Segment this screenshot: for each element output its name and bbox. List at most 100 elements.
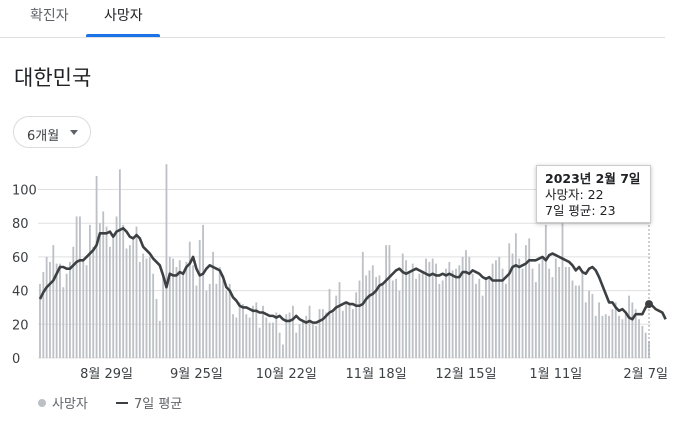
deaths-bar [175, 267, 178, 358]
deaths-bar [591, 293, 594, 358]
deaths-bar [192, 265, 194, 358]
deaths-bar [115, 216, 118, 358]
deaths-bar [521, 268, 524, 358]
deaths-bar [614, 302, 617, 358]
deaths-bar [611, 309, 614, 358]
deaths-bar [348, 304, 351, 358]
deaths-bar [42, 272, 45, 358]
tab-bar: 확진자 사망자 [0, 0, 665, 38]
deaths-bar [95, 176, 98, 358]
deaths-bar [341, 310, 344, 358]
deaths-bar [238, 302, 241, 358]
x-tick-label: 10월 22일 [256, 367, 317, 382]
deaths-bar [82, 260, 85, 358]
deaths-bar [52, 245, 55, 358]
deaths-bar [288, 312, 291, 358]
deaths-bar [152, 273, 155, 358]
deaths-bar [391, 280, 394, 358]
deaths-bar [628, 295, 630, 358]
deaths-bar [338, 282, 341, 358]
deaths-bar [471, 273, 474, 358]
deaths-bar [168, 256, 171, 358]
deaths-bar [508, 243, 511, 358]
deaths-bar [72, 246, 75, 358]
deaths-bar [371, 265, 374, 358]
legend-average: 7일 평균 [116, 393, 182, 412]
deaths-bar [401, 253, 404, 358]
deaths-bar [475, 283, 477, 358]
deaths-bar [634, 309, 637, 358]
deaths-bar [431, 258, 434, 358]
deaths-bar [428, 261, 431, 358]
deaths-bar [215, 283, 218, 358]
time-range-dropdown[interactable]: 6개월 [13, 116, 91, 148]
y-tick-label: 0 [12, 352, 20, 367]
deaths-bar [358, 280, 361, 358]
deaths-bar [242, 304, 244, 358]
deaths-bar [421, 272, 424, 358]
deaths-bar [365, 275, 368, 358]
deaths-bar [458, 265, 461, 358]
deaths-bar [45, 256, 48, 358]
deaths-bar [531, 268, 534, 358]
deaths-bar [92, 246, 95, 358]
deaths-bar [578, 285, 581, 358]
deaths-bar [98, 223, 101, 358]
deaths-bar [55, 263, 58, 358]
deaths-bar [255, 302, 258, 358]
deaths-bar [495, 260, 497, 358]
deaths-bar [574, 285, 577, 358]
deaths-bar [158, 320, 161, 358]
deaths-chart[interactable]: 0 20 40 60 80 100 8월 29일 9월 25일 10월 22일 11월 18일 1… [0, 150, 677, 385]
x-tick-label: 2월 7일 [623, 367, 668, 382]
deaths-bar [594, 315, 597, 358]
deaths-bar [245, 314, 248, 358]
deaths-bar [125, 248, 128, 358]
y-tick-label: 40 [12, 285, 29, 300]
deaths-bar [551, 277, 554, 358]
daily-deaths-bars [39, 164, 650, 358]
deaths-bar [39, 283, 41, 358]
deaths-bar [315, 325, 318, 358]
legend-dot-icon [38, 399, 46, 407]
deaths-bar [298, 324, 301, 358]
x-tick-label: 11월 18일 [346, 367, 407, 382]
deaths-bar [445, 268, 447, 358]
time-range-value: 6개월 [27, 129, 60, 144]
y-tick-label: 60 [12, 251, 29, 266]
deaths-bar [252, 305, 254, 358]
x-axis-ticks: 8월 29일 9월 25일 10월 22일 11월 18일 12월 15일 1월 11일 2… [80, 367, 668, 382]
deaths-bar [198, 240, 201, 358]
deaths-bar [268, 322, 271, 358]
deaths-bar [178, 260, 181, 358]
y-tick-label: 80 [12, 217, 29, 232]
deaths-bar [118, 169, 121, 358]
deaths-bar [59, 263, 61, 358]
deaths-bar [138, 261, 141, 358]
legend-line-icon [116, 402, 128, 404]
tab-confirmed[interactable]: 확진자 [30, 8, 69, 24]
deaths-bar [75, 216, 78, 358]
deaths-bar [398, 290, 401, 358]
x-tick-label: 9월 25일 [170, 367, 223, 382]
deaths-bar [541, 258, 544, 358]
legend-average-label: 7일 평균 [134, 397, 183, 412]
deaths-bar [328, 288, 331, 358]
deaths-bar [604, 314, 607, 358]
deaths-bar [435, 263, 437, 358]
deaths-bar [415, 278, 417, 358]
deaths-bar [558, 267, 561, 358]
deaths-bar [205, 290, 208, 358]
deaths-bar [588, 290, 591, 358]
deaths-bar [485, 277, 487, 358]
y-tick-label: 100 [12, 184, 37, 199]
deaths-bar [188, 241, 191, 358]
deaths-bar [79, 216, 81, 358]
deaths-bar [514, 233, 517, 358]
deaths-bar [478, 278, 481, 358]
deaths-bar [105, 226, 108, 358]
deaths-bar [182, 272, 185, 358]
tab-deaths[interactable]: 사망자 [104, 8, 143, 24]
deaths-bar [644, 332, 647, 358]
deaths-bar [162, 275, 165, 358]
